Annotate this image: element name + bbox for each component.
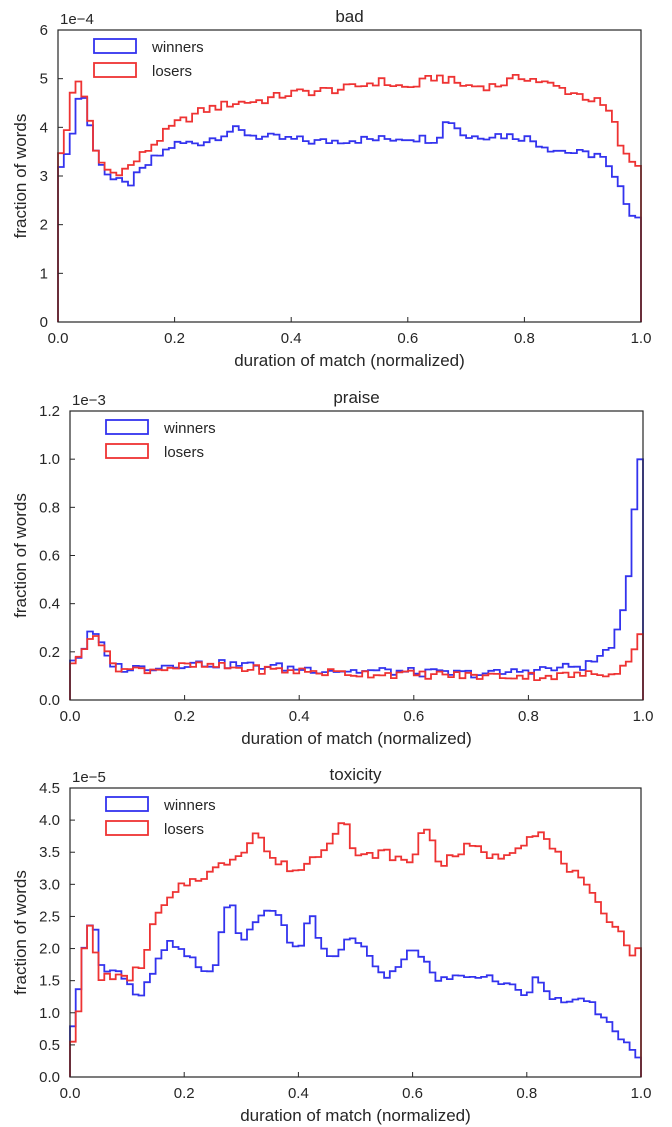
y-tick-label: 1.0 <box>39 451 60 468</box>
chart-title: bad <box>335 7 363 26</box>
x-tick-label: 0.4 <box>281 330 302 347</box>
legend-label-losers: losers <box>164 821 204 838</box>
legend-label-winners: winners <box>163 797 216 814</box>
legend: winners losers <box>93 38 204 80</box>
x-tick-label: 1.0 <box>631 1085 652 1102</box>
y-tick-label: 0.0 <box>39 692 60 709</box>
chart-panel-toxicity: 0.0 0.2 0.4 0.6 0.8 1.0 0.0 0.5 1.0 1.5 2.0 2.5 3.0 3… <box>11 765 651 1125</box>
plot-frame <box>69 410 644 701</box>
legend-swatch-losers <box>105 443 149 459</box>
x-axis-label: duration of match (normalized) <box>240 1106 471 1125</box>
legend-swatch-losers <box>93 62 137 78</box>
y-tick-label: 1.5 <box>39 973 60 990</box>
x-tick-label: 0.2 <box>164 330 185 347</box>
y-tick-label: 1.0 <box>39 1005 60 1022</box>
y-tick-label: 1.2 <box>39 403 60 420</box>
series-line-winners <box>69 458 644 700</box>
y-tick-label: 0 <box>40 314 48 331</box>
series-line-winners <box>69 904 642 1077</box>
x-tick-label: 0.8 <box>516 1085 537 1102</box>
y-tick-label: 2.5 <box>39 908 60 925</box>
y-tick-label: 4.0 <box>39 812 60 829</box>
legend-label-winners: winners <box>151 39 204 56</box>
x-tick-label: 0.0 <box>48 330 69 347</box>
series-line-losers <box>69 633 644 700</box>
x-tick-label: 0.0 <box>60 708 81 725</box>
axis-multiplier: 1e−5 <box>72 769 106 786</box>
x-tick-label: 0.2 <box>174 708 195 725</box>
x-tick-label: 0.2 <box>174 1085 195 1102</box>
legend-swatch-winners <box>93 38 137 54</box>
x-tick-label: 0.6 <box>402 1085 423 1102</box>
x-tick-label: 0.8 <box>518 708 539 725</box>
axis-multiplier: 1e−3 <box>72 392 106 409</box>
y-axis-label: fraction of words <box>11 870 30 995</box>
y-tick-label: 2 <box>40 217 48 234</box>
x-tick-label: 0.0 <box>60 1085 81 1102</box>
legend-swatch-winners <box>105 796 149 812</box>
legend-label-losers: losers <box>152 63 192 80</box>
axis-multiplier: 1e−4 <box>60 11 94 28</box>
legend: winners losers <box>105 796 216 838</box>
y-tick-label: 5 <box>40 71 48 88</box>
y-tick-label: 0.6 <box>39 548 60 565</box>
x-tick-label: 0.4 <box>288 1085 309 1102</box>
y-axis-label: fraction of words <box>11 114 30 239</box>
y-tick-label: 1 <box>40 265 48 282</box>
x-axis-label: duration of match (normalized) <box>234 351 465 370</box>
y-tick-label: 3 <box>40 168 48 185</box>
chart-title: toxicity <box>330 765 382 784</box>
legend-swatch-losers <box>105 820 149 836</box>
series-line-losers <box>69 822 642 1077</box>
y-tick-label: 2.0 <box>39 941 60 958</box>
x-tick-label: 1.0 <box>633 708 654 725</box>
y-tick-label: 3.0 <box>39 876 60 893</box>
chart-title: praise <box>333 388 379 407</box>
legend: winners losers <box>105 419 216 461</box>
legend-label-winners: winners <box>163 420 216 437</box>
legend-label-losers: losers <box>164 444 204 461</box>
x-tick-label: 1.0 <box>631 330 652 347</box>
series-line-losers <box>57 74 642 322</box>
y-tick-label: 6 <box>40 22 48 39</box>
y-tick-label: 4.5 <box>39 780 60 797</box>
x-axis-label: duration of match (normalized) <box>241 729 472 748</box>
legend-swatch-winners <box>105 419 149 435</box>
y-axis-label: fraction of words <box>11 493 30 618</box>
x-tick-label: 0.8 <box>514 330 535 347</box>
plot-frame <box>57 29 642 323</box>
y-tick-label: 0.0 <box>39 1069 60 1086</box>
x-tick-label: 0.6 <box>397 330 418 347</box>
y-tick-label: 4 <box>40 119 48 136</box>
x-tick-label: 0.4 <box>289 708 310 725</box>
series-line-winners <box>57 97 642 322</box>
chart-panel-bad: 0.0 0.2 0.4 0.6 0.8 1.0 0 1 2 3 4 5 6 1e−4 bad duration… <box>11 7 651 370</box>
chart-panel-praise: 0.0 0.2 0.4 0.6 0.8 1.0 0.0 0.2 0.4 0.6 0.8 1.0 1.2 1… <box>11 388 653 748</box>
y-tick-label: 0.2 <box>39 644 60 661</box>
y-tick-label: 0.4 <box>39 596 60 613</box>
y-tick-label: 0.5 <box>39 1037 60 1054</box>
y-tick-label: 0.8 <box>39 499 60 516</box>
plot-frame <box>69 787 642 1078</box>
y-tick-label: 3.5 <box>39 844 60 861</box>
x-tick-label: 0.6 <box>403 708 424 725</box>
